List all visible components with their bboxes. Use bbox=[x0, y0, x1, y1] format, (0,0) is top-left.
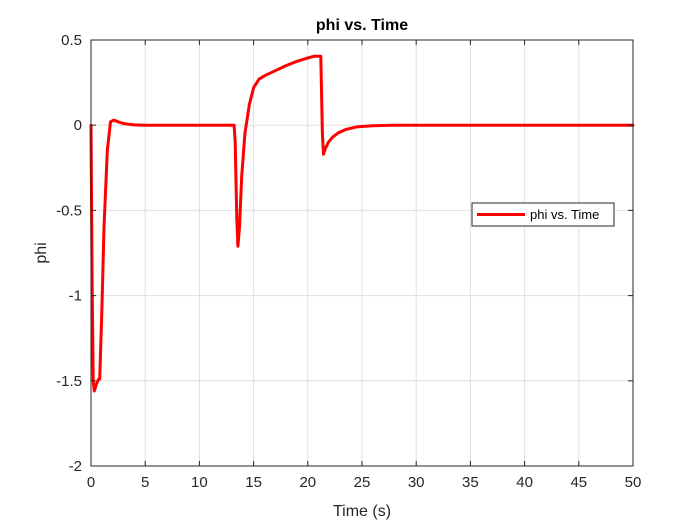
x-tick-label: 20 bbox=[299, 474, 316, 491]
x-tick-label: 30 bbox=[408, 474, 425, 491]
series-line bbox=[89, 54, 635, 393]
y-tick-label: -2 bbox=[69, 458, 82, 475]
y-tick-labels: 0.5 0 -0.5 -1 -1.5 -2 bbox=[56, 32, 82, 475]
legend[interactable]: phi vs. Time bbox=[471, 202, 615, 227]
chart-title: phi vs. Time bbox=[316, 17, 408, 34]
x-tick-label: 5 bbox=[141, 474, 149, 491]
y-tick-label: -1.5 bbox=[56, 373, 82, 390]
y-tick-label: 0 bbox=[74, 117, 82, 134]
x-tick-label: 15 bbox=[245, 474, 262, 491]
y-tick-label: -0.5 bbox=[56, 202, 82, 219]
x-tick-label: 45 bbox=[570, 474, 587, 491]
x-tick-label: 25 bbox=[354, 474, 371, 491]
x-tick-label: 0 bbox=[87, 474, 95, 491]
legend-label: phi vs. Time bbox=[530, 207, 599, 222]
y-tick-label: 0.5 bbox=[61, 32, 82, 49]
series-layer bbox=[89, 54, 635, 393]
legend-box bbox=[471, 202, 615, 227]
ticks bbox=[90, 39, 634, 467]
y-tick-label: -1 bbox=[69, 288, 82, 305]
x-tick-label: 40 bbox=[516, 474, 533, 491]
x-tick-label: 35 bbox=[462, 474, 479, 491]
x-tick-label: 50 bbox=[625, 474, 642, 491]
x-tick-labels: 0 5 10 15 20 25 30 35 40 45 50 bbox=[87, 474, 642, 491]
x-tick-label: 10 bbox=[191, 474, 208, 491]
y-axis-title: phi bbox=[33, 242, 50, 263]
x-axis-title: Time (s) bbox=[333, 503, 391, 520]
